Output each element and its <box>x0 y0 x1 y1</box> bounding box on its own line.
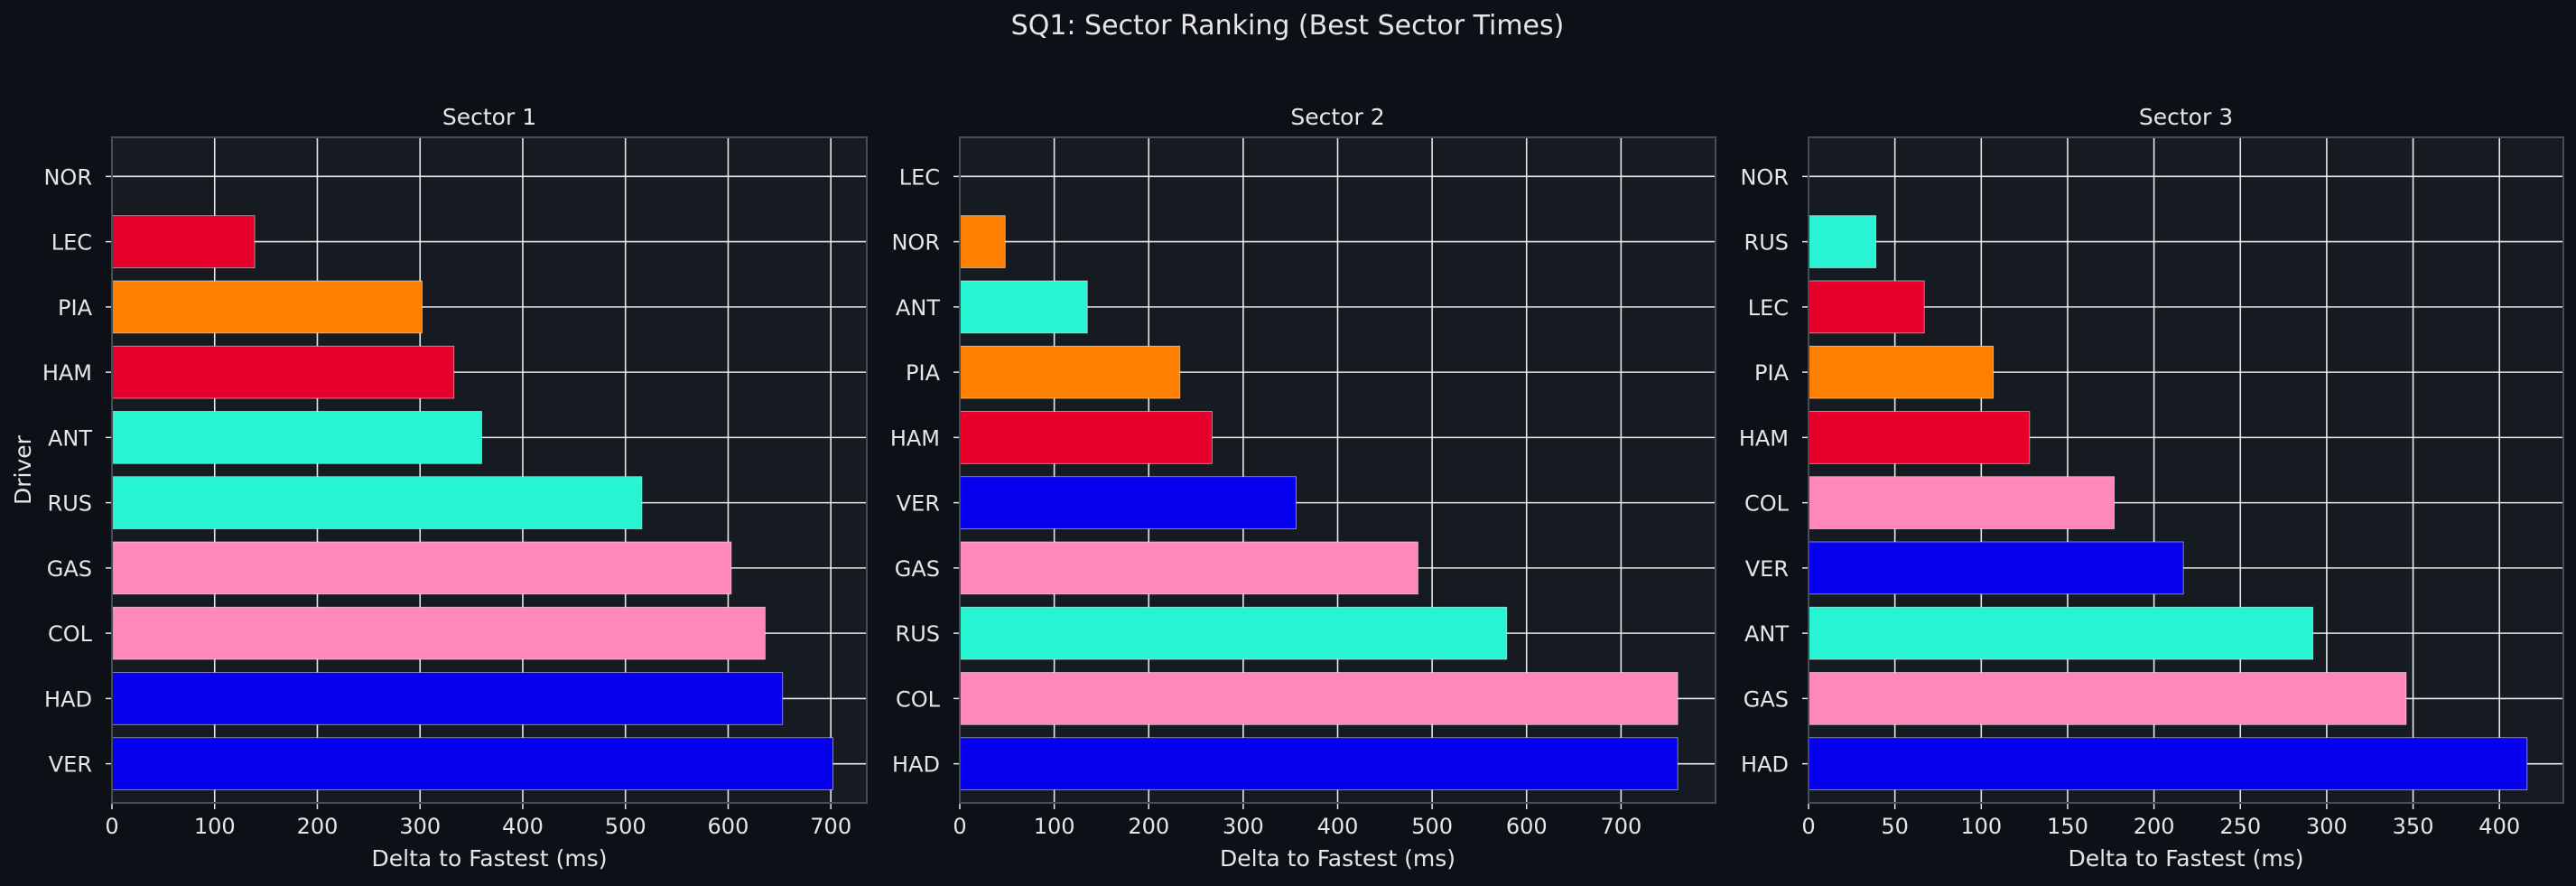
panel-2: 0 100 200 300 400 500 600 700 LEC NOR ANT PIA HAM VER… <box>890 104 1716 872</box>
bar-lec <box>1808 280 1925 334</box>
bar-ham <box>1808 411 2031 464</box>
bar-gas <box>1808 672 2407 725</box>
figure-title: SQ1: Sector Ranking (Best Sector Times) <box>1011 10 1565 42</box>
x-axis-label: Delta to Fastest (ms) <box>2069 845 2304 872</box>
x-tick-label: 300 <box>399 814 441 839</box>
bar-rus <box>1808 215 1877 268</box>
bar-rus <box>959 606 1508 660</box>
y-tick-label-ham: HAM <box>1739 425 1789 451</box>
bar-ant <box>111 411 482 464</box>
y-tick-label-pia: PIA <box>1754 360 1790 386</box>
bar-ham <box>959 411 1213 464</box>
x-tick-label: 300 <box>2306 814 2348 839</box>
bar-ant <box>959 280 1088 334</box>
bar-ver <box>1808 541 2184 595</box>
y-tick-label-had: HAD <box>44 686 92 712</box>
y-tick-label-gas: GAS <box>1744 686 1789 712</box>
bar-lec <box>111 215 256 268</box>
x-tick-label: 0 <box>1801 814 1815 839</box>
panel-title: Sector 1 <box>442 104 536 130</box>
bar-col <box>1808 476 2116 529</box>
y-tick-label-had: HAD <box>1741 752 1789 778</box>
y-tick-label-gas: GAS <box>47 556 92 582</box>
x-tick-label: 0 <box>105 814 118 839</box>
bar-ver <box>959 476 1297 529</box>
y-tick-label-ant: ANT <box>48 425 92 451</box>
x-tick-label: 400 <box>502 814 544 839</box>
x-tick-label: 600 <box>708 814 749 839</box>
x-tick-label: 700 <box>1600 814 1641 839</box>
x-tick-label: 150 <box>2047 814 2088 839</box>
y-tick-label-col: COL <box>48 621 93 647</box>
x-tick-label: 600 <box>1506 814 1548 839</box>
y-tick-label-pia: PIA <box>906 360 941 386</box>
x-tick-label: 350 <box>2393 814 2434 839</box>
bar-col <box>111 606 766 660</box>
bar-had <box>111 672 784 725</box>
x-tick-label: 500 <box>1411 814 1453 839</box>
y-tick-label-nor: NOR <box>1740 164 1789 190</box>
bar-had <box>1808 737 2528 790</box>
y-tick-label-ver: VER <box>897 491 940 517</box>
bar-col <box>959 672 1679 725</box>
bar-ham <box>111 345 455 399</box>
x-tick-label: 100 <box>1960 814 2002 839</box>
x-tick-label: 300 <box>1223 814 1264 839</box>
y-tick-label-lec: LEC <box>1748 295 1789 321</box>
x-tick-label: 100 <box>194 814 236 839</box>
x-tick-label: 0 <box>953 814 966 839</box>
y-tick-label-col: COL <box>896 686 941 712</box>
y-tick-label-lec: LEC <box>899 164 940 190</box>
panel-1: 0 100 200 300 400 500 600 700 NOR LEC PIA HAM ANT RUS… <box>10 104 868 872</box>
y-tick-label-gas: GAS <box>895 556 940 582</box>
y-tick-label-ham: HAM <box>890 425 940 451</box>
y-tick-label-rus: RUS <box>48 491 92 517</box>
y-axis-label: Driver <box>10 434 36 505</box>
y-tick-label-ver: VER <box>1745 556 1789 582</box>
x-tick-label: 200 <box>297 814 339 839</box>
x-tick-label: 50 <box>1881 814 1909 839</box>
y-tick-label-ant: ANT <box>1744 621 1789 647</box>
y-tick-label-ham: HAM <box>42 360 92 386</box>
y-tick-label-nor: NOR <box>891 230 940 256</box>
x-tick-label: 400 <box>2478 814 2520 839</box>
bar-ant <box>1808 606 2314 660</box>
x-axis-label: Delta to Fastest (ms) <box>1220 845 1455 872</box>
x-tick-label: 700 <box>810 814 851 839</box>
bar-gas <box>959 541 1418 595</box>
y-tick-label-had: HAD <box>892 752 940 778</box>
bar-pia <box>959 345 1181 399</box>
y-tick-label-col: COL <box>1744 491 1790 517</box>
y-tick-label-lec: LEC <box>51 230 92 256</box>
y-tick-label-pia: PIA <box>58 295 93 321</box>
x-tick-label: 200 <box>1128 814 1169 839</box>
y-tick-label-ver: VER <box>49 752 92 778</box>
x-tick-label: 250 <box>2219 814 2261 839</box>
bar-nor <box>959 215 1006 268</box>
bar-rus <box>111 476 643 529</box>
y-tick-label-ant: ANT <box>896 295 940 321</box>
x-tick-label: 100 <box>1034 814 1075 839</box>
y-tick-label-rus: RUS <box>896 621 940 647</box>
y-tick-label-rus: RUS <box>1744 230 1789 256</box>
bar-pia <box>111 280 423 334</box>
y-tick-label-nor: NOR <box>43 164 92 190</box>
bar-had <box>959 737 1679 790</box>
axes-frame <box>111 136 868 804</box>
panel-title: Sector 2 <box>1290 104 1384 130</box>
x-tick-label: 400 <box>1317 814 1359 839</box>
x-axis-label: Delta to Fastest (ms) <box>372 845 608 872</box>
x-tick-label: 200 <box>2134 814 2175 839</box>
bar-gas <box>111 541 732 595</box>
axes-frame <box>959 136 1716 804</box>
bar-ver <box>111 737 833 790</box>
x-tick-label: 500 <box>605 814 646 839</box>
panel-3: 0 50 100 150 200 250 300 350 400 NOR RUS LEC PIA HAM C… <box>1739 104 2564 872</box>
bar-pia <box>1808 345 1995 399</box>
axes-frame <box>1808 136 2564 804</box>
panel-title: Sector 3 <box>2139 104 2233 130</box>
